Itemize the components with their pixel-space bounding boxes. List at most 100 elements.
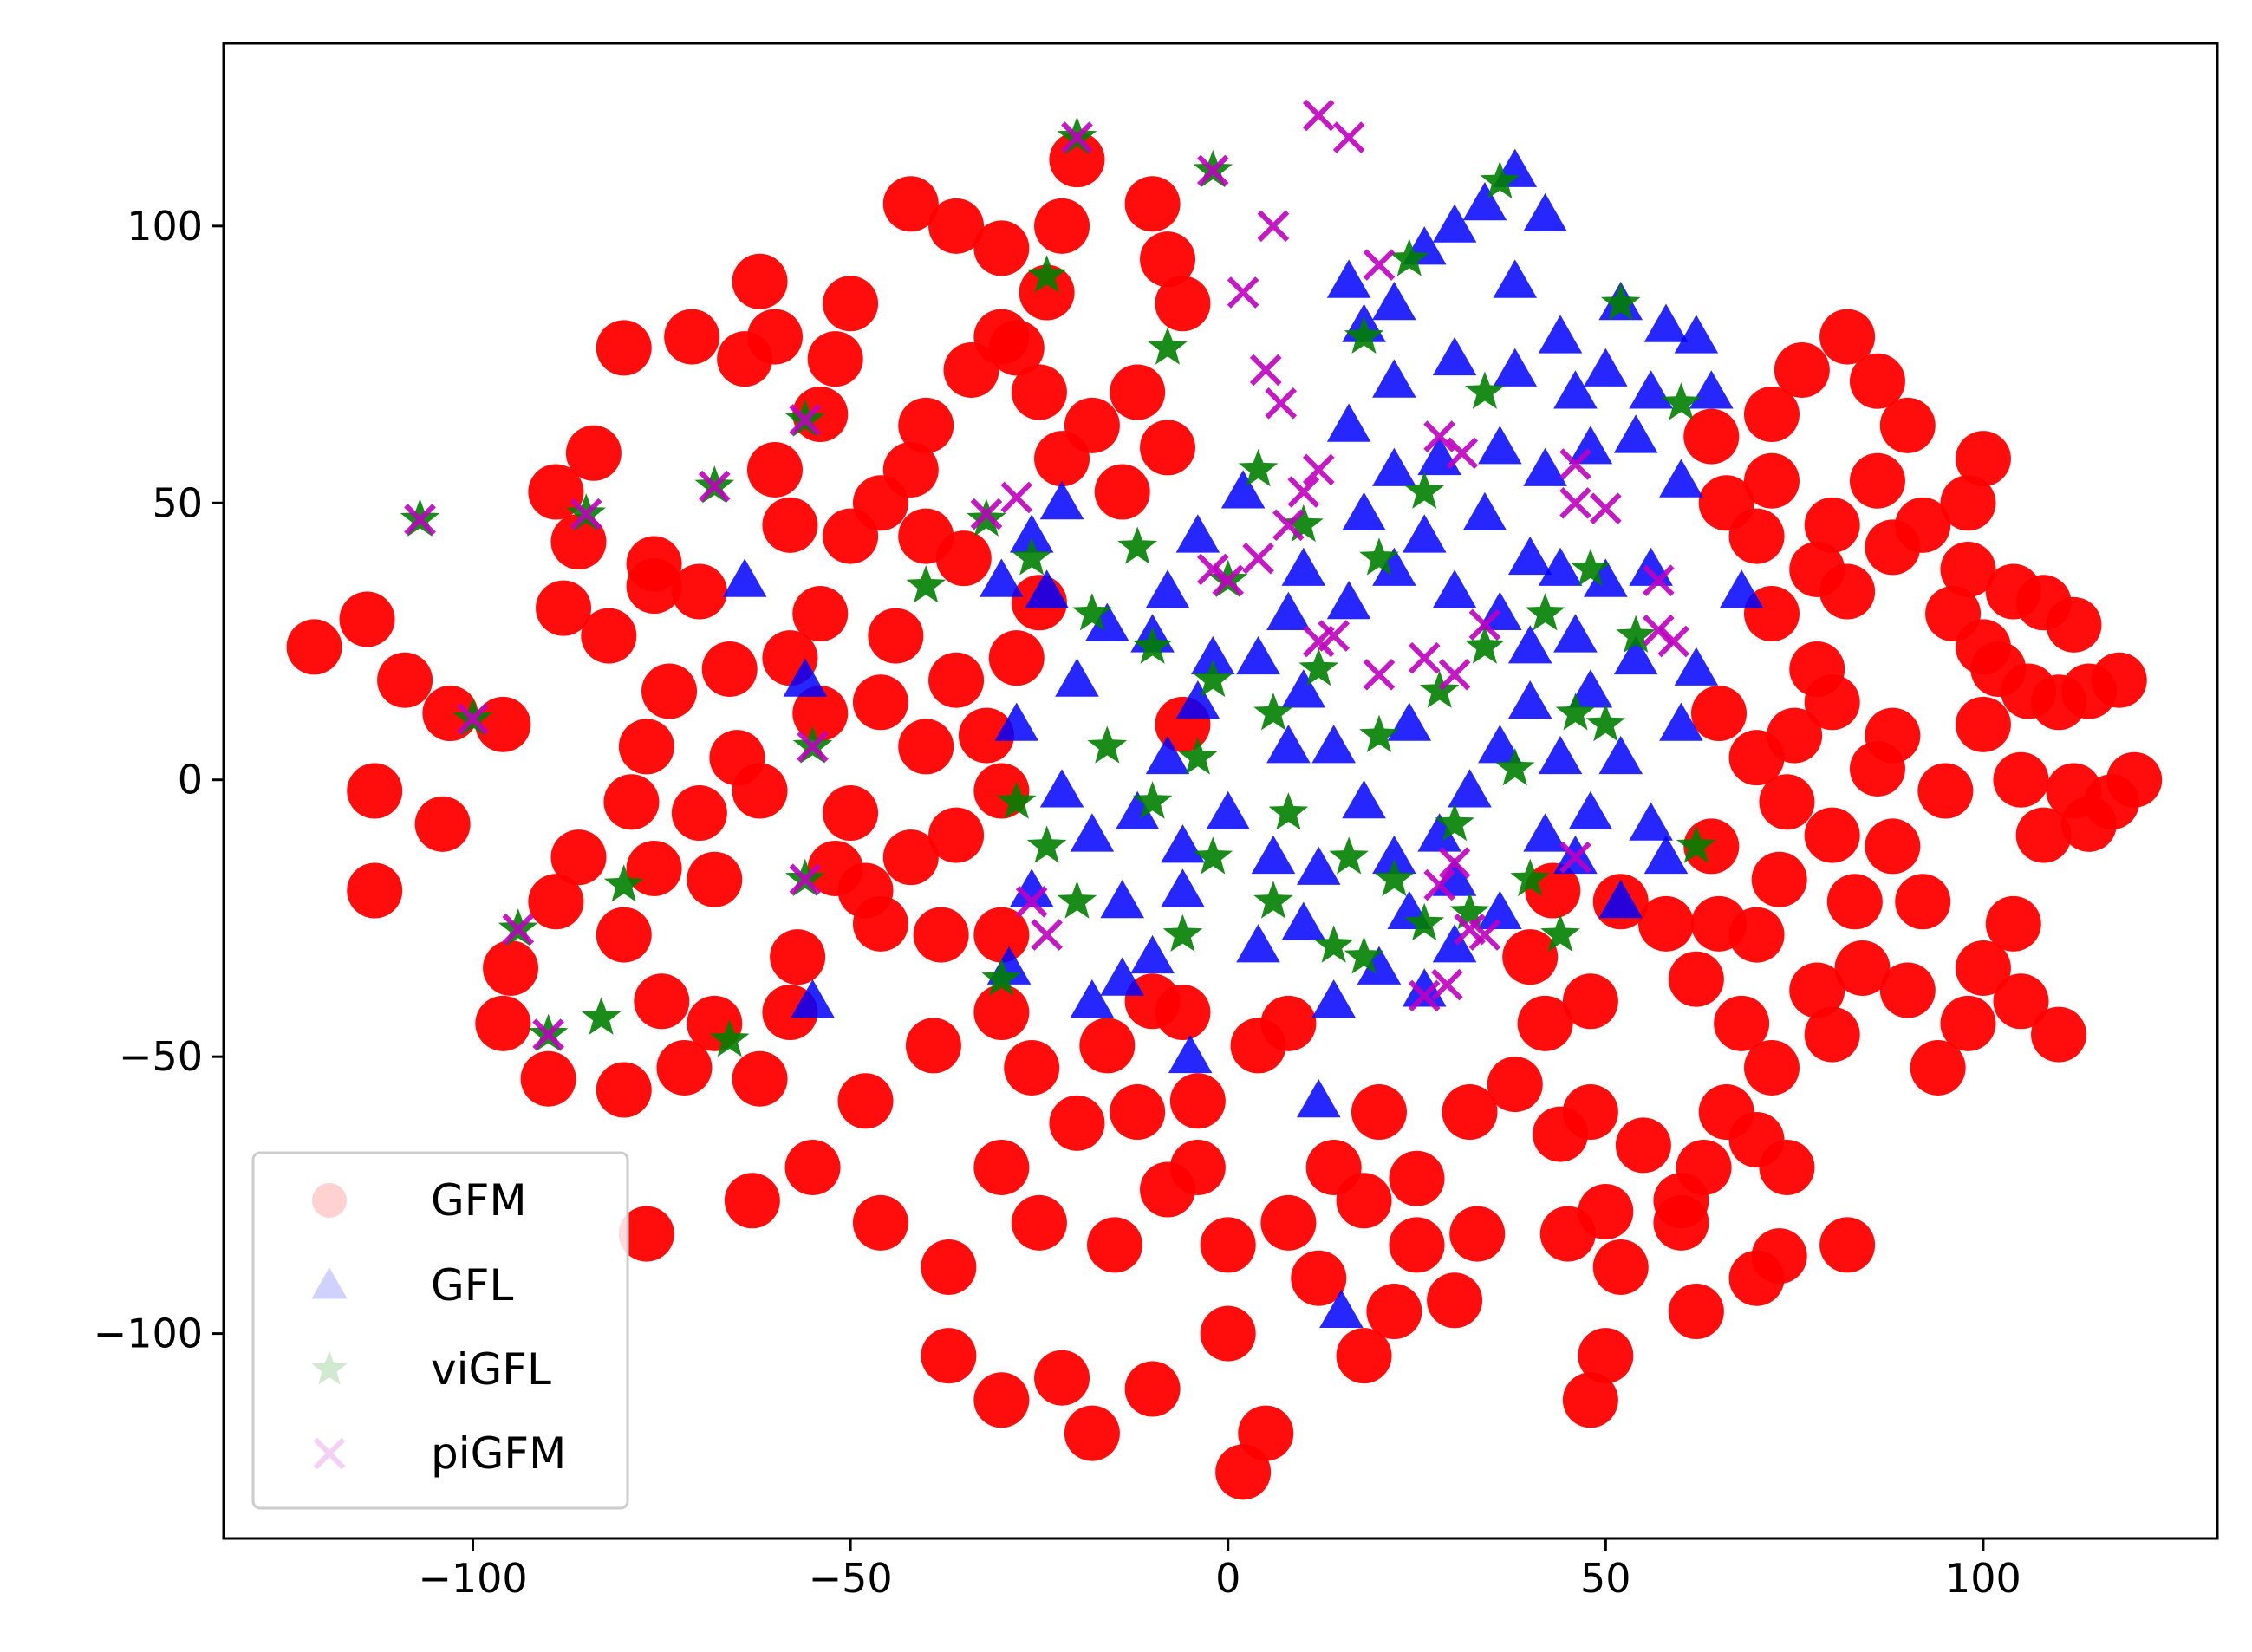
point-gfm: [1653, 1194, 1709, 1251]
point-gfl: [1296, 1078, 1341, 1118]
point-vigfl: [1012, 537, 1051, 576]
point-gfm: [1728, 1112, 1785, 1167]
point-pigfm: [1559, 841, 1591, 874]
point-gfl: [1538, 315, 1583, 354]
point-gfl: [1296, 846, 1341, 885]
point-pigfm: [532, 1018, 564, 1050]
point-gfl: [1432, 924, 1477, 963]
point-gfm: [1124, 176, 1181, 232]
point-gfl: [1568, 669, 1613, 708]
point-gfm: [1668, 951, 1724, 1007]
point-gfl: [980, 558, 1024, 597]
point-gfl: [1629, 547, 1673, 586]
point-vigfl: [1026, 255, 1067, 293]
point-vigfl: [1374, 858, 1415, 897]
point-gfm: [746, 441, 803, 498]
legend-marker-gfm: [312, 1183, 347, 1218]
point-vigfl: [1253, 881, 1293, 919]
point-gfl: [1372, 281, 1416, 321]
point-vigfl: [1313, 925, 1354, 963]
point-gfl: [1311, 725, 1356, 764]
point-gfl: [1266, 725, 1311, 764]
point-gfl: [1372, 447, 1416, 486]
point-gfl: [1568, 790, 1613, 830]
point-pigfm: [1642, 564, 1675, 597]
point-vigfl: [581, 997, 622, 1035]
point-gfm: [1993, 751, 2049, 808]
point-gfm: [1826, 874, 1883, 930]
point-pigfm: [1000, 481, 1033, 514]
point-gfl: [1598, 879, 1643, 919]
point-pigfm: [457, 703, 489, 735]
point-gfm: [1562, 1084, 1618, 1141]
point-gfm: [1140, 231, 1196, 288]
point-gfm: [1955, 940, 2011, 996]
point-gfl: [1568, 426, 1613, 465]
point-pigfm: [1249, 354, 1282, 387]
point-gfl: [1100, 957, 1145, 996]
point-gfl: [1538, 735, 1583, 775]
point-gfl: [1281, 547, 1326, 586]
point-pigfm: [1212, 564, 1245, 597]
point-gfl: [1523, 447, 1567, 486]
series-piGFM: [404, 99, 1690, 1050]
point-gfm: [1079, 1018, 1136, 1074]
point-gfm: [626, 840, 682, 896]
point-gfm: [1804, 807, 1860, 863]
point-gfm: [1985, 563, 2041, 620]
point-pigfm: [1589, 492, 1622, 524]
point-gfm: [520, 1050, 576, 1107]
point-gfm: [1759, 774, 1815, 830]
point-vigfl: [1616, 615, 1656, 653]
point-vigfl: [1344, 315, 1384, 354]
point-gfm: [1449, 1206, 1506, 1262]
point-pigfm: [1423, 868, 1455, 901]
point-gfm: [973, 220, 1030, 276]
point-gfm: [1955, 431, 2011, 487]
legend-label-vigfl: viGFL: [431, 1344, 551, 1395]
point-pigfm: [1265, 387, 1298, 420]
point-vigfl: [1329, 836, 1369, 875]
point-vigfl: [1193, 836, 1233, 875]
point-pigfm: [1196, 553, 1229, 586]
point-pigfm: [1061, 121, 1093, 153]
point-gfl: [1493, 259, 1538, 298]
point-gfm: [286, 619, 342, 675]
point-gfm: [807, 840, 863, 896]
point-gfm: [596, 320, 652, 376]
point-vigfl: [1571, 548, 1611, 587]
point-vigfl: [1162, 914, 1203, 952]
point-gfm: [913, 907, 969, 963]
point-gfm: [1993, 973, 2049, 1030]
point-gfl: [1342, 779, 1386, 819]
point-vigfl: [1268, 792, 1309, 830]
point-gfm: [1578, 1184, 1634, 1240]
point-gfm: [475, 696, 531, 752]
point-gfl: [1584, 558, 1628, 597]
point-gfl: [1674, 315, 1719, 354]
x-tick-label: −100: [418, 1555, 527, 1602]
point-gfm: [1676, 1139, 1732, 1195]
point-pigfm: [1257, 210, 1290, 243]
point-gfm: [1834, 940, 1891, 996]
point-vigfl: [1057, 881, 1097, 919]
point-gfm: [1169, 1139, 1226, 1195]
point-gfm: [1034, 198, 1090, 254]
point-gfm: [823, 276, 879, 332]
point-gfl: [1251, 835, 1296, 875]
point-gfm: [1517, 995, 1573, 1051]
point-gfm: [1049, 1095, 1105, 1151]
point-vigfl: [1494, 747, 1535, 786]
point-gfl: [1220, 470, 1266, 509]
point-gfl: [783, 658, 828, 697]
point-vigfl: [709, 1019, 750, 1057]
point-gfm: [528, 874, 584, 930]
point-gfm: [807, 331, 863, 387]
point-gfm: [928, 807, 985, 863]
point-gfm: [1291, 1250, 1347, 1306]
point-gfl: [1281, 669, 1326, 708]
point-pigfm: [789, 863, 822, 896]
point-gfm: [701, 641, 758, 697]
point-pigfm: [1468, 919, 1501, 951]
point-gfm: [1389, 1150, 1445, 1206]
